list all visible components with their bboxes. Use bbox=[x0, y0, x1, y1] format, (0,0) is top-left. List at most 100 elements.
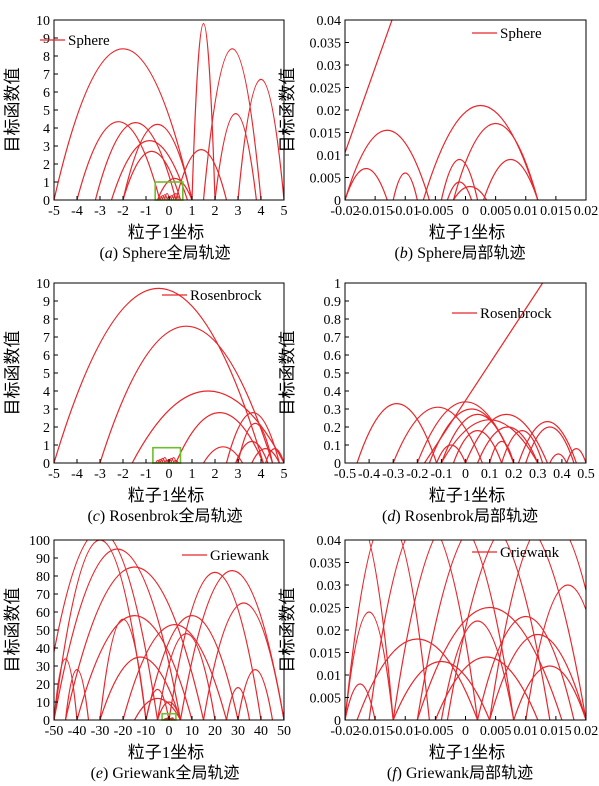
trajectory-arc bbox=[76, 121, 161, 200]
x-tick-label: -4 bbox=[71, 467, 83, 482]
plot-area bbox=[356, 283, 586, 463]
y-tick-label: 20 bbox=[36, 678, 50, 693]
x-axis-label: 粒子1坐标 bbox=[429, 223, 506, 242]
trajectory-arc bbox=[172, 193, 179, 200]
trajectory-arc bbox=[464, 414, 548, 463]
y-tick-label: 0.8 bbox=[324, 313, 342, 328]
y-tick-label: 0.03 bbox=[317, 59, 342, 74]
y-tick-label: 0.01 bbox=[317, 669, 342, 684]
x-tick-label: 2 bbox=[212, 467, 219, 482]
y-tick-label: 0.015 bbox=[310, 647, 342, 662]
trajectory-arc bbox=[452, 122, 539, 200]
y-tick-label: 0.03 bbox=[317, 579, 342, 594]
trajectory-arc bbox=[214, 113, 257, 200]
caption-letter: d bbox=[387, 508, 396, 525]
trajectory-arc bbox=[145, 615, 239, 720]
y-axis-label: 目标函数值 bbox=[278, 588, 297, 673]
trajectory-arc bbox=[156, 633, 216, 720]
x-tick-label: -0.4 bbox=[358, 467, 380, 482]
y-tick-label: 8 bbox=[43, 50, 50, 65]
y-tick-label: 0.005 bbox=[310, 172, 342, 187]
x-tick-label: -20 bbox=[114, 724, 133, 739]
trajectory-arc bbox=[179, 570, 284, 720]
caption-text: Griewank全局轨迹 bbox=[112, 764, 239, 782]
trajectory-arc bbox=[237, 423, 274, 463]
x-tick-label: 0.01 bbox=[514, 204, 539, 219]
y-axis-label: 目标函数值 bbox=[3, 588, 22, 673]
legend-label: Rosenbrock bbox=[480, 306, 552, 322]
y-tick-label: 0.035 bbox=[310, 557, 342, 572]
x-axis-label: 粒子1坐标 bbox=[128, 486, 205, 505]
trajectory-arc bbox=[202, 602, 284, 720]
x-tick-label: 0 bbox=[166, 204, 173, 219]
trajectory-arc bbox=[122, 151, 182, 200]
trajectory-arc bbox=[345, 168, 388, 200]
legend: Griewank bbox=[472, 545, 560, 561]
legend-label: Sphere bbox=[68, 33, 110, 49]
trajectory-arc bbox=[566, 448, 586, 463]
trajectory-arc bbox=[392, 661, 491, 720]
legend: Griewank bbox=[182, 548, 270, 564]
trajectory-arc bbox=[476, 615, 575, 720]
legend: Sphere bbox=[472, 26, 542, 42]
x-tick-label: 3 bbox=[235, 204, 242, 219]
trajectory-arc bbox=[416, 606, 563, 720]
x-tick-label: -0.015 bbox=[357, 204, 393, 219]
trajectory-arc bbox=[476, 426, 539, 463]
trajectory-line bbox=[424, 283, 544, 463]
plot-area bbox=[54, 287, 284, 463]
trajectory-arc bbox=[54, 48, 193, 200]
trajectory-arc bbox=[64, 566, 205, 720]
trajectory-arc bbox=[122, 123, 193, 200]
trajectory-arc bbox=[99, 618, 147, 720]
trajectory-arc bbox=[191, 23, 216, 200]
trajectory-arc bbox=[110, 140, 188, 200]
trajectory-arc bbox=[446, 181, 473, 200]
trajectory-arc bbox=[54, 548, 182, 720]
x-tick-label: -0.005 bbox=[417, 204, 453, 219]
y-tick-label: 5 bbox=[43, 104, 50, 119]
y-tick-label: 0.5 bbox=[324, 367, 342, 382]
trajectory-arc bbox=[416, 540, 551, 720]
x-axis-label: 粒子1坐标 bbox=[128, 223, 205, 242]
y-tick-label: 0.2 bbox=[324, 421, 342, 436]
y-tick-label: 50 bbox=[36, 624, 50, 639]
figure-caption: (f) Griewank局部轨迹 bbox=[387, 764, 533, 782]
y-tick-label: 0.6 bbox=[324, 349, 342, 364]
trajectory-arc bbox=[356, 638, 479, 720]
trajectory-arc bbox=[172, 459, 179, 463]
x-tick-label: 0 bbox=[166, 724, 173, 739]
trajectory-arc bbox=[525, 426, 575, 463]
trajectory-arc bbox=[122, 624, 228, 720]
trajectory-arc bbox=[517, 421, 577, 463]
x-tick-label: -2 bbox=[117, 467, 129, 482]
trajectory-arc bbox=[202, 446, 244, 463]
legend-label: Sphere bbox=[500, 26, 542, 42]
x-tick-label: 0 bbox=[462, 467, 469, 482]
x-tick-label: -0.02 bbox=[330, 724, 359, 739]
chart-panel-b: -0.02-0.015-0.01-0.005 0 0.005 0.01 0.015 0.0… bbox=[278, 14, 598, 262]
trajectory-arc bbox=[345, 540, 394, 720]
trajectory-arc bbox=[156, 701, 182, 720]
trajectory-arc bbox=[170, 194, 177, 200]
y-tick-label: 10 bbox=[36, 696, 50, 711]
trajectory-arc bbox=[392, 172, 418, 200]
trajectory-arc bbox=[225, 687, 251, 720]
trajectory-arc bbox=[265, 448, 284, 463]
x-tick-label: -2 bbox=[117, 204, 129, 219]
figure-caption: (c) Rosenbrok全局轨迹 bbox=[87, 507, 242, 525]
legend-label: Rosenbrock bbox=[190, 288, 262, 304]
chart-panel-d: -0.5 -0.4 -0.3 -0.2 -0.1 0 0.1 0.2 0.3 0.4 0.5 0 0.1… bbox=[278, 277, 595, 525]
trajectory-arc bbox=[64, 669, 90, 720]
caption-text: Griewank局部轨迹 bbox=[406, 764, 533, 782]
trajectory-arc bbox=[54, 287, 264, 463]
x-axis-label: 粒子1坐标 bbox=[429, 486, 506, 505]
figure-caption: (a) Sphere全局轨迹 bbox=[99, 244, 230, 262]
trajectory-arc bbox=[54, 540, 159, 720]
y-axis-label: 目标函数值 bbox=[3, 331, 22, 416]
trajectory-arc bbox=[368, 540, 479, 720]
x-tick-label: 50 bbox=[277, 724, 291, 739]
y-tick-label: 0.025 bbox=[310, 602, 342, 617]
caption-text: Sphere局部轨迹 bbox=[417, 244, 525, 262]
x-tick-label: -0.015 bbox=[357, 724, 393, 739]
